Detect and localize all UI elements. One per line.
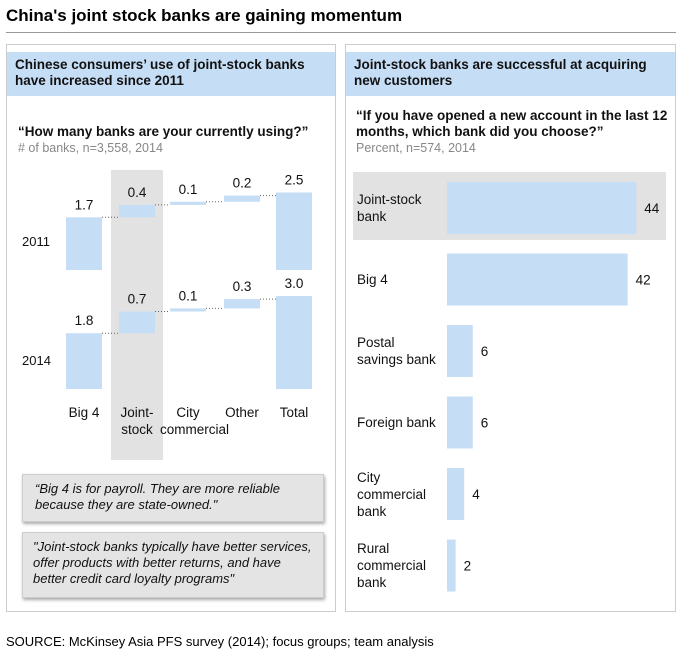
value-label: 0.7 [128,292,147,307]
value-label: 0.2 [233,176,252,191]
value-label: 6 [481,416,489,431]
bar [170,308,206,312]
value-label: 2.5 [285,173,304,188]
value-label: 0.1 [179,288,198,303]
bar [447,325,473,377]
value-label: 3.0 [285,276,304,291]
bar [447,468,465,520]
bar [447,539,456,592]
bar [276,296,312,389]
bar [447,253,628,306]
bar [447,182,637,234]
left-panel [6,44,336,612]
x-tick-label: Other [225,405,259,420]
value-label: 0.1 [179,182,198,197]
y-tick-label: Foreign bank [357,415,436,430]
source: SOURCE: McKinsey Asia PFS survey (2014);… [6,634,434,649]
bar [66,217,102,270]
bar [224,195,260,202]
bar [447,396,473,449]
panel-header: Joint-stock banks are successful at acqu… [346,52,675,96]
value-label: 0.3 [233,279,252,294]
bar [276,192,312,270]
x-tick-label: Big 4 [68,405,100,420]
bar [119,204,155,218]
title-rule [6,32,676,33]
y-tick-label: Big 4 [357,272,388,287]
bar [66,333,102,389]
x-tick-label: City commercial [160,405,230,437]
x-tick-label: Total [279,405,309,420]
bar [119,311,155,334]
y-tick-label: City commercial bank [357,469,427,519]
question: “If you have opened a new account in the… [356,108,668,139]
value-label: 0.4 [128,185,147,200]
row-label: 2011 [22,234,50,249]
subtitle: # of banks, n=3,558, 2014 [18,141,163,155]
bar [224,299,260,309]
row-label: 2014 [22,353,51,368]
value-label: 6 [481,344,489,359]
value-label: 44 [644,201,660,216]
value-label: 2 [464,559,472,574]
bar [170,201,206,205]
x-tick-label: Joint-stock [120,405,154,437]
y-tick-label: Rural commercial bank [357,541,427,590]
right-panel [345,44,676,612]
y-tick-label: Joint-stock bank [357,192,422,224]
value-label: 1.7 [75,197,94,212]
value-label: 4 [472,487,480,502]
page-title: China's joint stock banks are gaining mo… [6,6,403,25]
panel-header: Chinese consumers’ use of joint-stock ba… [7,52,335,96]
y-tick-label: Postal savings bank [357,335,436,367]
value-label: 42 [636,273,651,288]
question: “How many banks are your currently using… [18,124,309,139]
subtitle: Percent, n=574, 2014 [356,141,476,155]
value-label: 1.8 [75,313,94,328]
quote: "Joint-stock banks typically have better… [22,532,324,598]
quote: “Big 4 is for payroll. They are more rel… [22,474,324,522]
